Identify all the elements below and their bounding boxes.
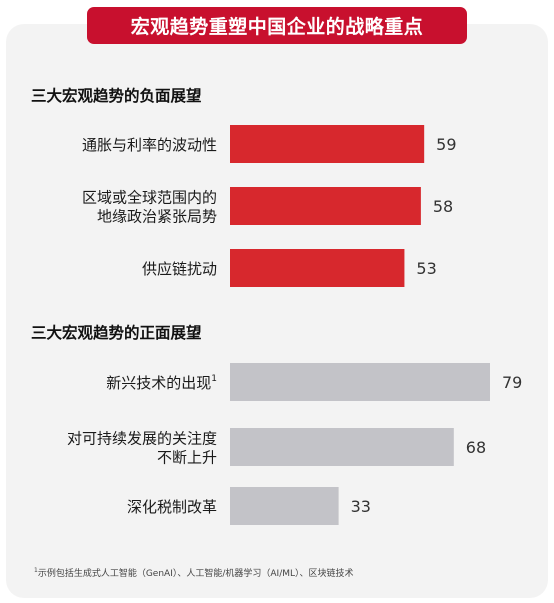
footnote-marker: 1 [34, 567, 38, 574]
category-label: 供应链扰动 [142, 260, 217, 278]
bar [230, 187, 421, 225]
data-label: 79 [502, 373, 522, 392]
category-label: 对可持续发展的关注度 [67, 430, 217, 448]
category-label: 通胀与利率的波动性 [82, 136, 217, 154]
data-label: 33 [351, 497, 371, 516]
negative-outlook-heading: 三大宏观趋势的负面展望 [31, 87, 202, 105]
data-label: 58 [433, 197, 453, 216]
bar [230, 125, 425, 163]
category-label: 地缘政治紧张局势 [97, 208, 217, 226]
data-label: 59 [436, 135, 456, 154]
footnote-text: 示例包括生成式人工智能（GenAI）、人工智能/机器学习（AI/ML）、区块链技… [37, 569, 354, 579]
category-label: 新兴技术的出现1 [106, 374, 217, 392]
bar [230, 363, 490, 401]
category-label: 区域或全球范围内的 [82, 189, 217, 207]
bar [230, 249, 405, 287]
bar [230, 428, 454, 466]
data-label: 68 [466, 438, 486, 457]
category-footnote-marker: 1 [211, 374, 217, 384]
category-label: 深化税制改革 [127, 498, 217, 516]
positive-outlook-heading: 三大宏观趋势的正面展望 [31, 324, 202, 342]
bar [230, 487, 339, 525]
category-label: 不断上升 [157, 449, 217, 467]
page-title: 宏观趋势重塑中国企业的战略重点 [87, 7, 467, 44]
data-label: 53 [416, 259, 436, 278]
footnote: 1示例包括生成式人工智能（GenAI）、人工智能/机器学习（AI/ML）、区块链… [34, 566, 354, 579]
